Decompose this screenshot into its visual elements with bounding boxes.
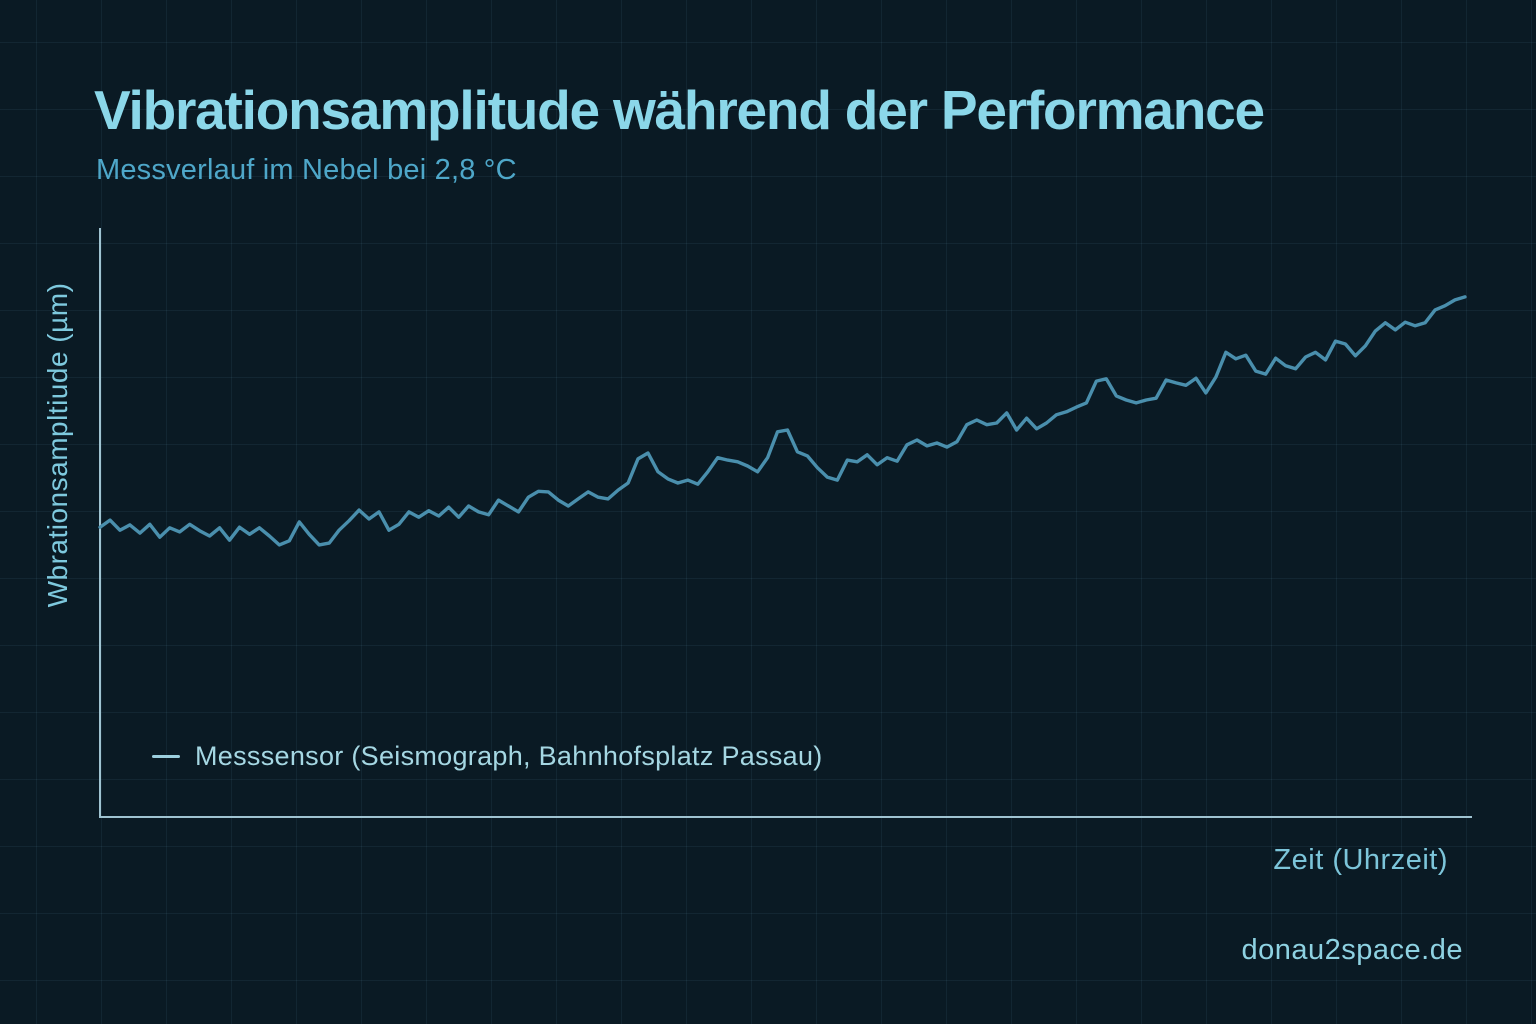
legend-line-marker-icon [152,755,180,758]
legend: Messsensor (Seismograph, Bahnhofsplatz P… [152,741,823,772]
chart-title: Vibrationsamplitude während der Performa… [94,79,1265,141]
x-axis-label: Zeit (Uhrzeit) [1273,844,1448,876]
website-credit: donau2space.de [1241,934,1463,966]
legend-label: Messsensor (Seismograph, Bahnhofsplatz P… [195,741,823,771]
chart-subtitle: Messverlauf im Nebel bei 2,8 °C [96,154,517,186]
amplitude-line [98,295,1467,547]
